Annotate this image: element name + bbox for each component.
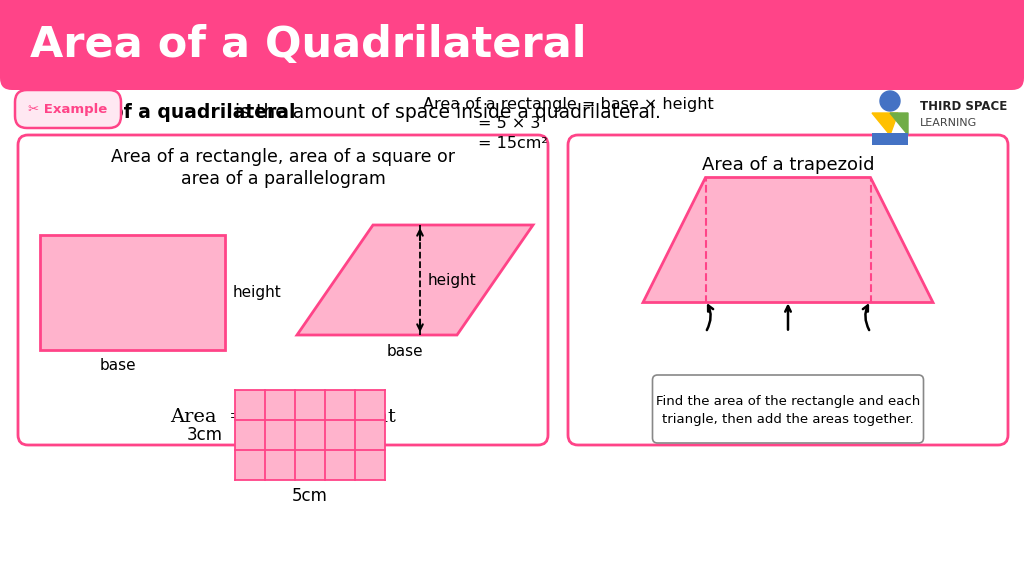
Bar [234, 390, 385, 480]
Text: Area of a rectangle = base × height: Area of a rectangle = base × height [423, 96, 714, 111]
Text: 3cm: 3cm [187, 426, 223, 444]
Text: THIRD SPACE: THIRD SPACE [920, 100, 1008, 114]
FancyBboxPatch shape [18, 135, 548, 445]
Text: ✂ Example: ✂ Example [29, 103, 108, 115]
FancyBboxPatch shape [652, 375, 924, 443]
FancyBboxPatch shape [568, 135, 1008, 445]
Text: base: base [387, 345, 423, 360]
Text: Area of a rectangle, area of a square or: Area of a rectangle, area of a square or [111, 148, 455, 166]
Bar [0, 0, 1024, 78]
Text: = 15cm²: = 15cm² [478, 136, 548, 151]
FancyBboxPatch shape [15, 90, 121, 128]
Text: area of a quadrilateral: area of a quadrilateral [57, 103, 296, 121]
Text: = 5 × 3: = 5 × 3 [478, 117, 541, 132]
Polygon shape [890, 113, 908, 135]
Text: triangle, then add the areas together.: triangle, then add the areas together. [663, 412, 913, 426]
Text: area of a parallelogram: area of a parallelogram [180, 170, 385, 188]
Circle shape [880, 91, 900, 111]
Text: The: The [25, 103, 66, 121]
Bar [40, 235, 225, 350]
Polygon shape [643, 177, 933, 303]
Text: This rectangle contains 15 squares.: This rectangle contains 15 squares. [423, 74, 709, 89]
Text: Area of a trapezoid: Area of a trapezoid [701, 156, 874, 174]
Polygon shape [297, 225, 534, 335]
FancyBboxPatch shape [0, 0, 1024, 90]
Text: LEARNING: LEARNING [920, 118, 977, 128]
Text: height: height [428, 273, 477, 288]
Text: Find the area of the rectangle and each: Find the area of the rectangle and each [656, 394, 921, 408]
Text: Area  =  base × height: Area = base × height [170, 408, 396, 426]
Bar [872, 133, 908, 145]
Text: Area of a Quadrilateral: Area of a Quadrilateral [30, 24, 587, 66]
Text: is the amount of space inside a quadrilateral.: is the amount of space inside a quadrila… [229, 103, 660, 121]
Text: 5cm: 5cm [292, 487, 328, 505]
Text: base: base [99, 358, 136, 374]
Text: height: height [233, 285, 282, 300]
Polygon shape [872, 113, 898, 135]
